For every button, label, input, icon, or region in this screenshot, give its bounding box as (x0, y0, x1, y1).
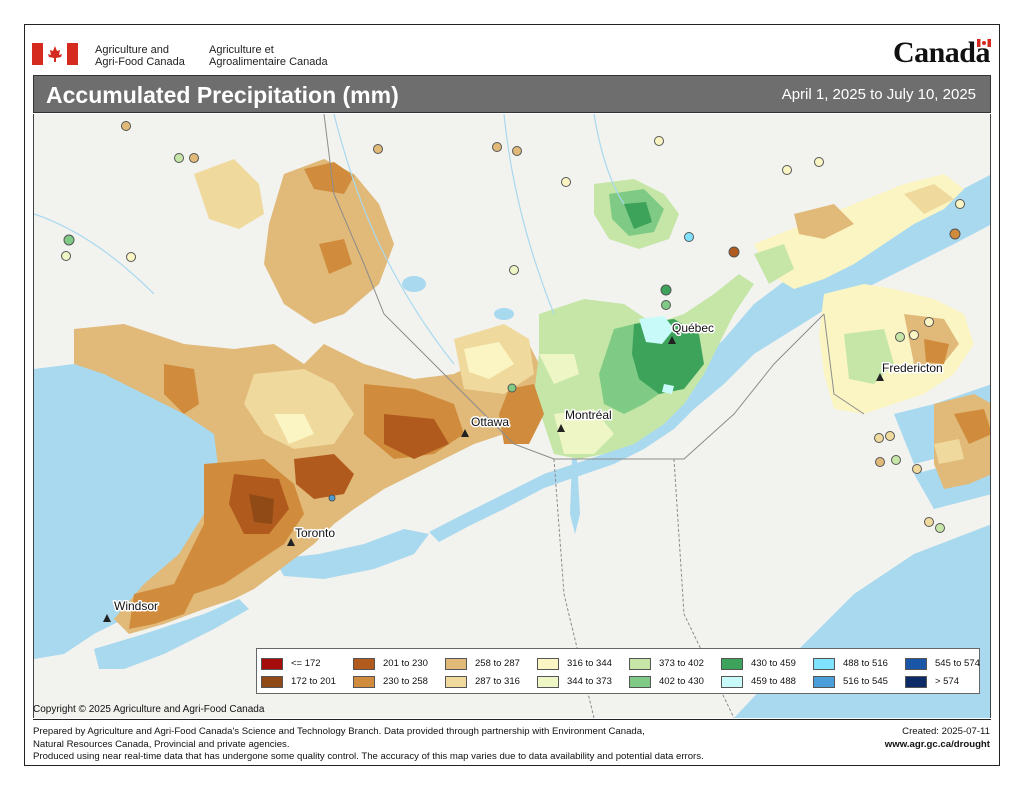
legend-label: > 574 (935, 676, 960, 687)
windsor-marker (103, 614, 111, 622)
legend-label: 316 to 344 (567, 658, 612, 669)
legend-swatch (353, 676, 375, 688)
legend-swatch (445, 676, 467, 688)
legend-label: 258 to 287 (475, 658, 520, 669)
department-name-english: Agriculture and Agri-Food Canada (95, 44, 185, 68)
city-label-ottawa: Ottawa (471, 415, 509, 429)
map-title: Accumulated Precipitation (mm) (46, 82, 399, 108)
footer-line-1: Prepared by Agriculture and Agri-Food Ca… (33, 726, 645, 737)
legend-swatch (261, 658, 283, 670)
legend-swatch (721, 658, 743, 670)
footer-credits: Prepared by Agriculture and Agri-Food Ca… (33, 726, 704, 764)
legend-swatch (629, 658, 651, 670)
legend-label: 230 to 258 (383, 676, 428, 687)
created-date: Created: 2025-07-11 (902, 726, 990, 737)
lake-champlain (570, 459, 580, 534)
legend-swatch (537, 658, 559, 670)
title-bar: Accumulated Precipitation (mm) April 1, … (33, 75, 991, 113)
footer-meta: Created: 2025-07-11 www.agr.gc.ca/drough… (885, 726, 990, 751)
precipitation-surface (74, 159, 990, 634)
wordmark-flag-icon (977, 39, 991, 47)
department-name-french: Agriculture et Agroalimentaire Canada (209, 44, 328, 68)
toronto-marker (287, 538, 295, 546)
lake-huron (34, 364, 249, 659)
montreal-marker (557, 424, 565, 432)
drought-url-link[interactable]: www.agr.gc.ca/drought (884, 738, 990, 750)
canada-flag-icon (32, 43, 78, 65)
footer-divider (33, 719, 991, 720)
legend-label: 201 to 230 (383, 658, 428, 669)
city-label-fredericton: Fredericton (882, 361, 943, 375)
legend-label: 488 to 516 (843, 658, 888, 669)
legend-label: 430 to 459 (751, 658, 796, 669)
date-range: April 1, 2025 to July 10, 2025 (781, 86, 976, 103)
legend-swatch (353, 658, 375, 670)
precipitation-map: Québec Fredericton Ottawa Montréal Toron… (33, 114, 991, 718)
legend: <= 172 172 to 201 201 to 230 230 to 258 258 … (256, 648, 980, 694)
quebec-city-marker (668, 336, 676, 344)
legend-label: 373 to 402 (659, 658, 704, 669)
legend-label: <= 172 (291, 658, 321, 669)
legend-swatch (629, 676, 651, 688)
map-canvas: Québec Fredericton Ottawa Montréal Toron… (34, 114, 990, 718)
footer-line-2: Natural Resources Canada, Provincial and… (33, 738, 290, 750)
city-markers (103, 336, 884, 622)
legend-label: 287 to 316 (475, 676, 520, 687)
legend-label: 516 to 545 (843, 676, 888, 687)
legend-swatch (261, 676, 283, 688)
legend-swatch (813, 676, 835, 688)
ottawa-marker (461, 429, 469, 437)
legend-swatch (905, 658, 927, 670)
legend-swatch (721, 676, 743, 688)
city-label-quebec: Québec (672, 321, 714, 335)
legend-swatch (537, 676, 559, 688)
legend-label: 402 to 430 (659, 676, 704, 687)
city-label-toronto: Toronto (295, 526, 335, 540)
city-label-windsor: Windsor (114, 599, 158, 613)
canada-wordmark: Canada (892, 36, 991, 69)
footer-line-3: Produced using near real-time data that … (33, 751, 704, 762)
legend-label: 545 to 574 (935, 658, 980, 669)
fredericton-marker (876, 373, 884, 381)
city-label-montreal: Montréal (565, 408, 612, 422)
lake-ontario (274, 529, 429, 579)
legend-swatch (813, 658, 835, 670)
lake-erie (94, 599, 249, 669)
station-points (61, 121, 965, 533)
legend-label: 172 to 201 (291, 676, 336, 687)
legend-label: 344 to 373 (567, 676, 612, 687)
rivers (34, 114, 625, 365)
copyright-notice: Copyright © 2025 Agriculture and Agri-Fo… (33, 704, 265, 715)
legend-label: 459 to 488 (751, 676, 796, 687)
legend-swatch (905, 676, 927, 688)
legend-swatch (445, 658, 467, 670)
